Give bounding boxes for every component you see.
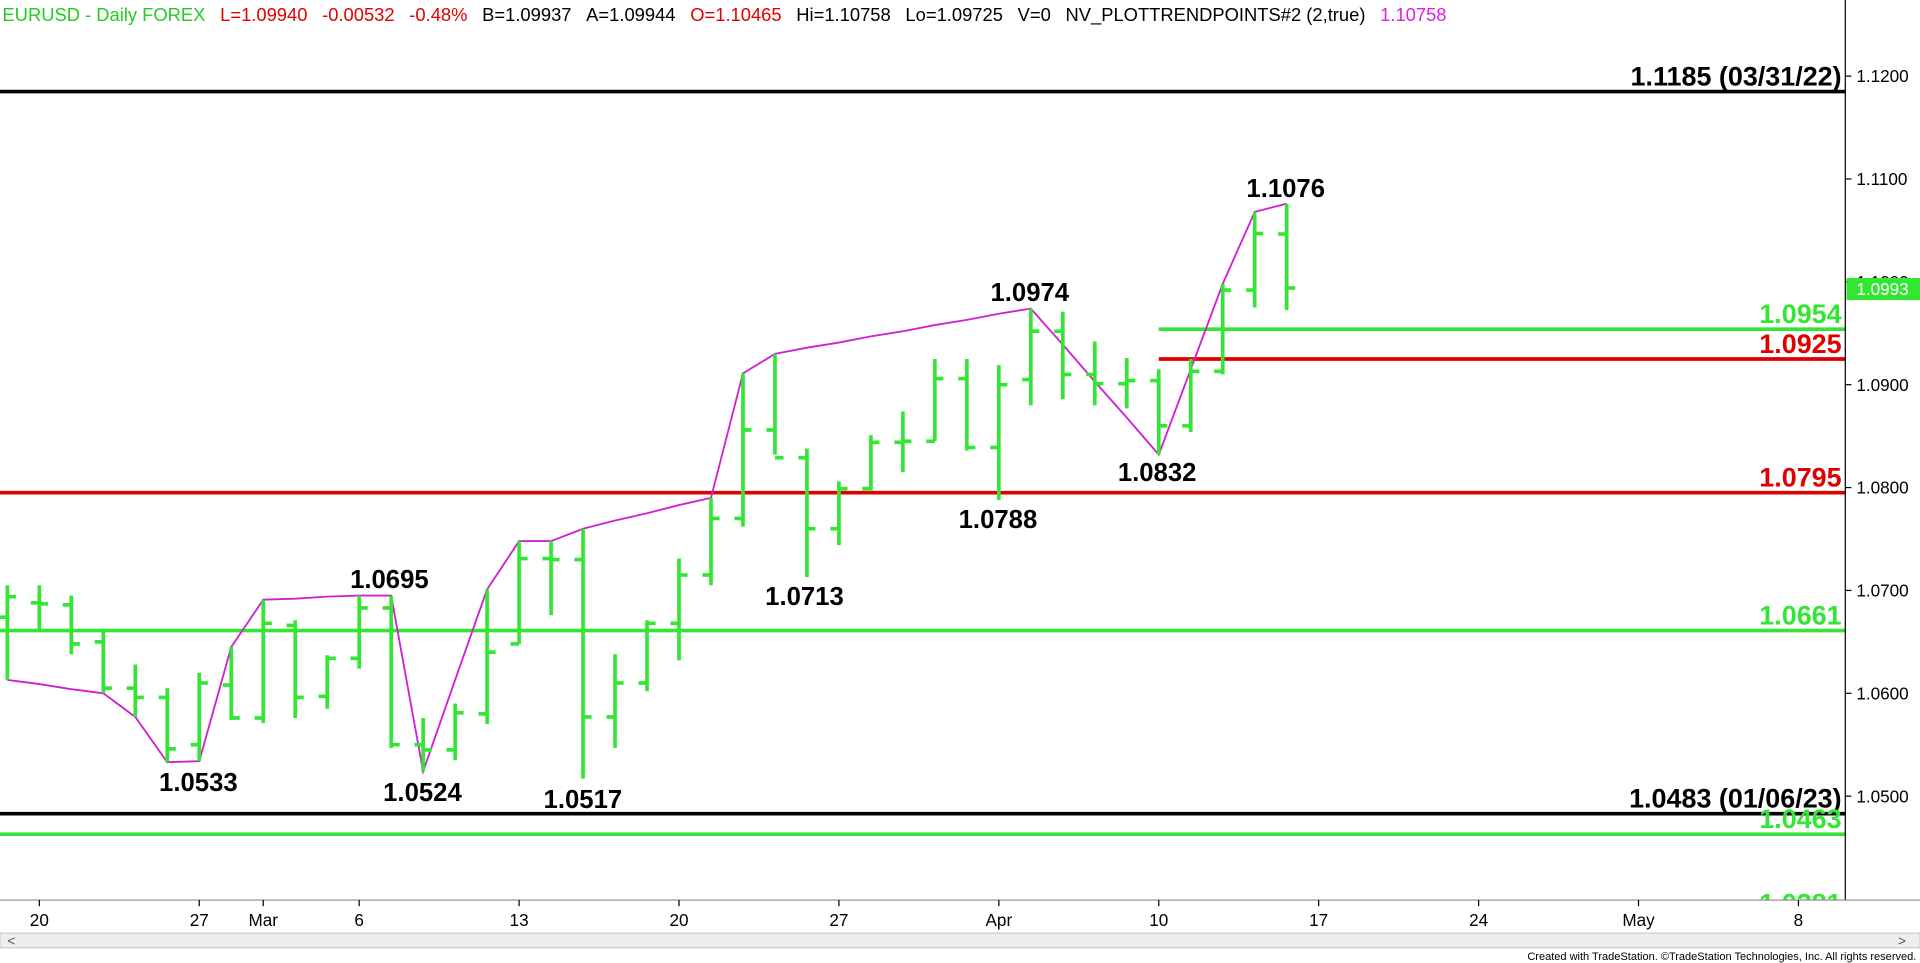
x-tick-label: May bbox=[1622, 910, 1655, 930]
x-tick-label: 24 bbox=[1469, 910, 1489, 930]
x-tick-label: 6 bbox=[354, 910, 364, 930]
header-item: 1.10758 bbox=[1380, 4, 1446, 25]
scrollbar[interactable] bbox=[0, 932, 1920, 949]
y-tick-label: 1.1200 bbox=[1856, 66, 1908, 86]
header-item: B=1.09937 bbox=[482, 4, 571, 25]
swing-label: 1.0832 bbox=[1118, 459, 1197, 487]
swing-label: 1.0788 bbox=[959, 506, 1038, 534]
last-price-box bbox=[1846, 278, 1920, 301]
swing-label: 1.0533 bbox=[159, 769, 238, 797]
x-tick-label: 20 bbox=[669, 910, 688, 930]
x-tick-label: 27 bbox=[829, 910, 848, 930]
y-tick-label: 1.1100 bbox=[1856, 169, 1907, 189]
level-label: 1.1185 (03/31/22) bbox=[1631, 61, 1842, 91]
level-label: 1.0381 bbox=[1759, 888, 1841, 918]
x-tick-label: 17 bbox=[1309, 910, 1328, 930]
header-item: O=1.10465 bbox=[690, 4, 781, 25]
swing-label: 1.0524 bbox=[383, 779, 462, 807]
x-tick-label: 20 bbox=[30, 910, 49, 930]
x-tick-label: Mar bbox=[248, 910, 278, 930]
swing-label: 1.0517 bbox=[544, 786, 623, 814]
header-item: Lo=1.09725 bbox=[905, 4, 1003, 25]
last-price-label: 1.0993 bbox=[1856, 279, 1908, 299]
swing-label: 1.0695 bbox=[350, 566, 429, 594]
swing-label: 1.1076 bbox=[1246, 175, 1325, 203]
x-tick-label: 27 bbox=[190, 910, 209, 930]
header-item: V=0 bbox=[1018, 4, 1051, 25]
y-tick-label: 1.0600 bbox=[1856, 683, 1908, 703]
y-tick-label: 1.0800 bbox=[1856, 478, 1908, 498]
header-item: -0.48% bbox=[409, 4, 467, 25]
swing-label: 1.0974 bbox=[990, 279, 1069, 307]
header-item: NV_PLOTTRENDPOINTS#2 (2,true) bbox=[1066, 4, 1366, 26]
header-item: EURUSD - Daily FOREX bbox=[2, 4, 205, 25]
x-tick-label: 10 bbox=[1149, 910, 1168, 930]
header-item: A=1.09944 bbox=[586, 4, 675, 25]
swing-label: 1.0713 bbox=[765, 583, 844, 611]
header-item: L=1.09940 bbox=[220, 4, 307, 25]
x-tick-label: 8 bbox=[1794, 910, 1804, 930]
scroll-left[interactable]: < bbox=[7, 933, 15, 948]
y-tick-label: 1.0500 bbox=[1856, 786, 1908, 806]
header-item: -0.00532 bbox=[322, 4, 394, 25]
level-label: 1.0483 (01/06/23) bbox=[1629, 784, 1842, 814]
scroll-right[interactable]: > bbox=[1898, 933, 1906, 948]
level-label: 1.0925 bbox=[1759, 329, 1841, 359]
y-tick-label: 1.0900 bbox=[1856, 375, 1908, 395]
y-tick-label: 1.0700 bbox=[1856, 581, 1908, 601]
footer: Created with TradeStation. ©TradeStation… bbox=[1527, 951, 1916, 963]
level-label: 1.0954 bbox=[1759, 299, 1841, 329]
x-tick-label: 13 bbox=[510, 910, 529, 930]
level-label: 1.0463 bbox=[1759, 804, 1841, 834]
header-item: Hi=1.10758 bbox=[796, 4, 890, 25]
trend-line bbox=[7, 202, 1287, 776]
level-label: 1.0661 bbox=[1759, 600, 1841, 630]
level-label: 1.0795 bbox=[1759, 463, 1841, 493]
x-tick-label: Apr bbox=[986, 910, 1013, 930]
